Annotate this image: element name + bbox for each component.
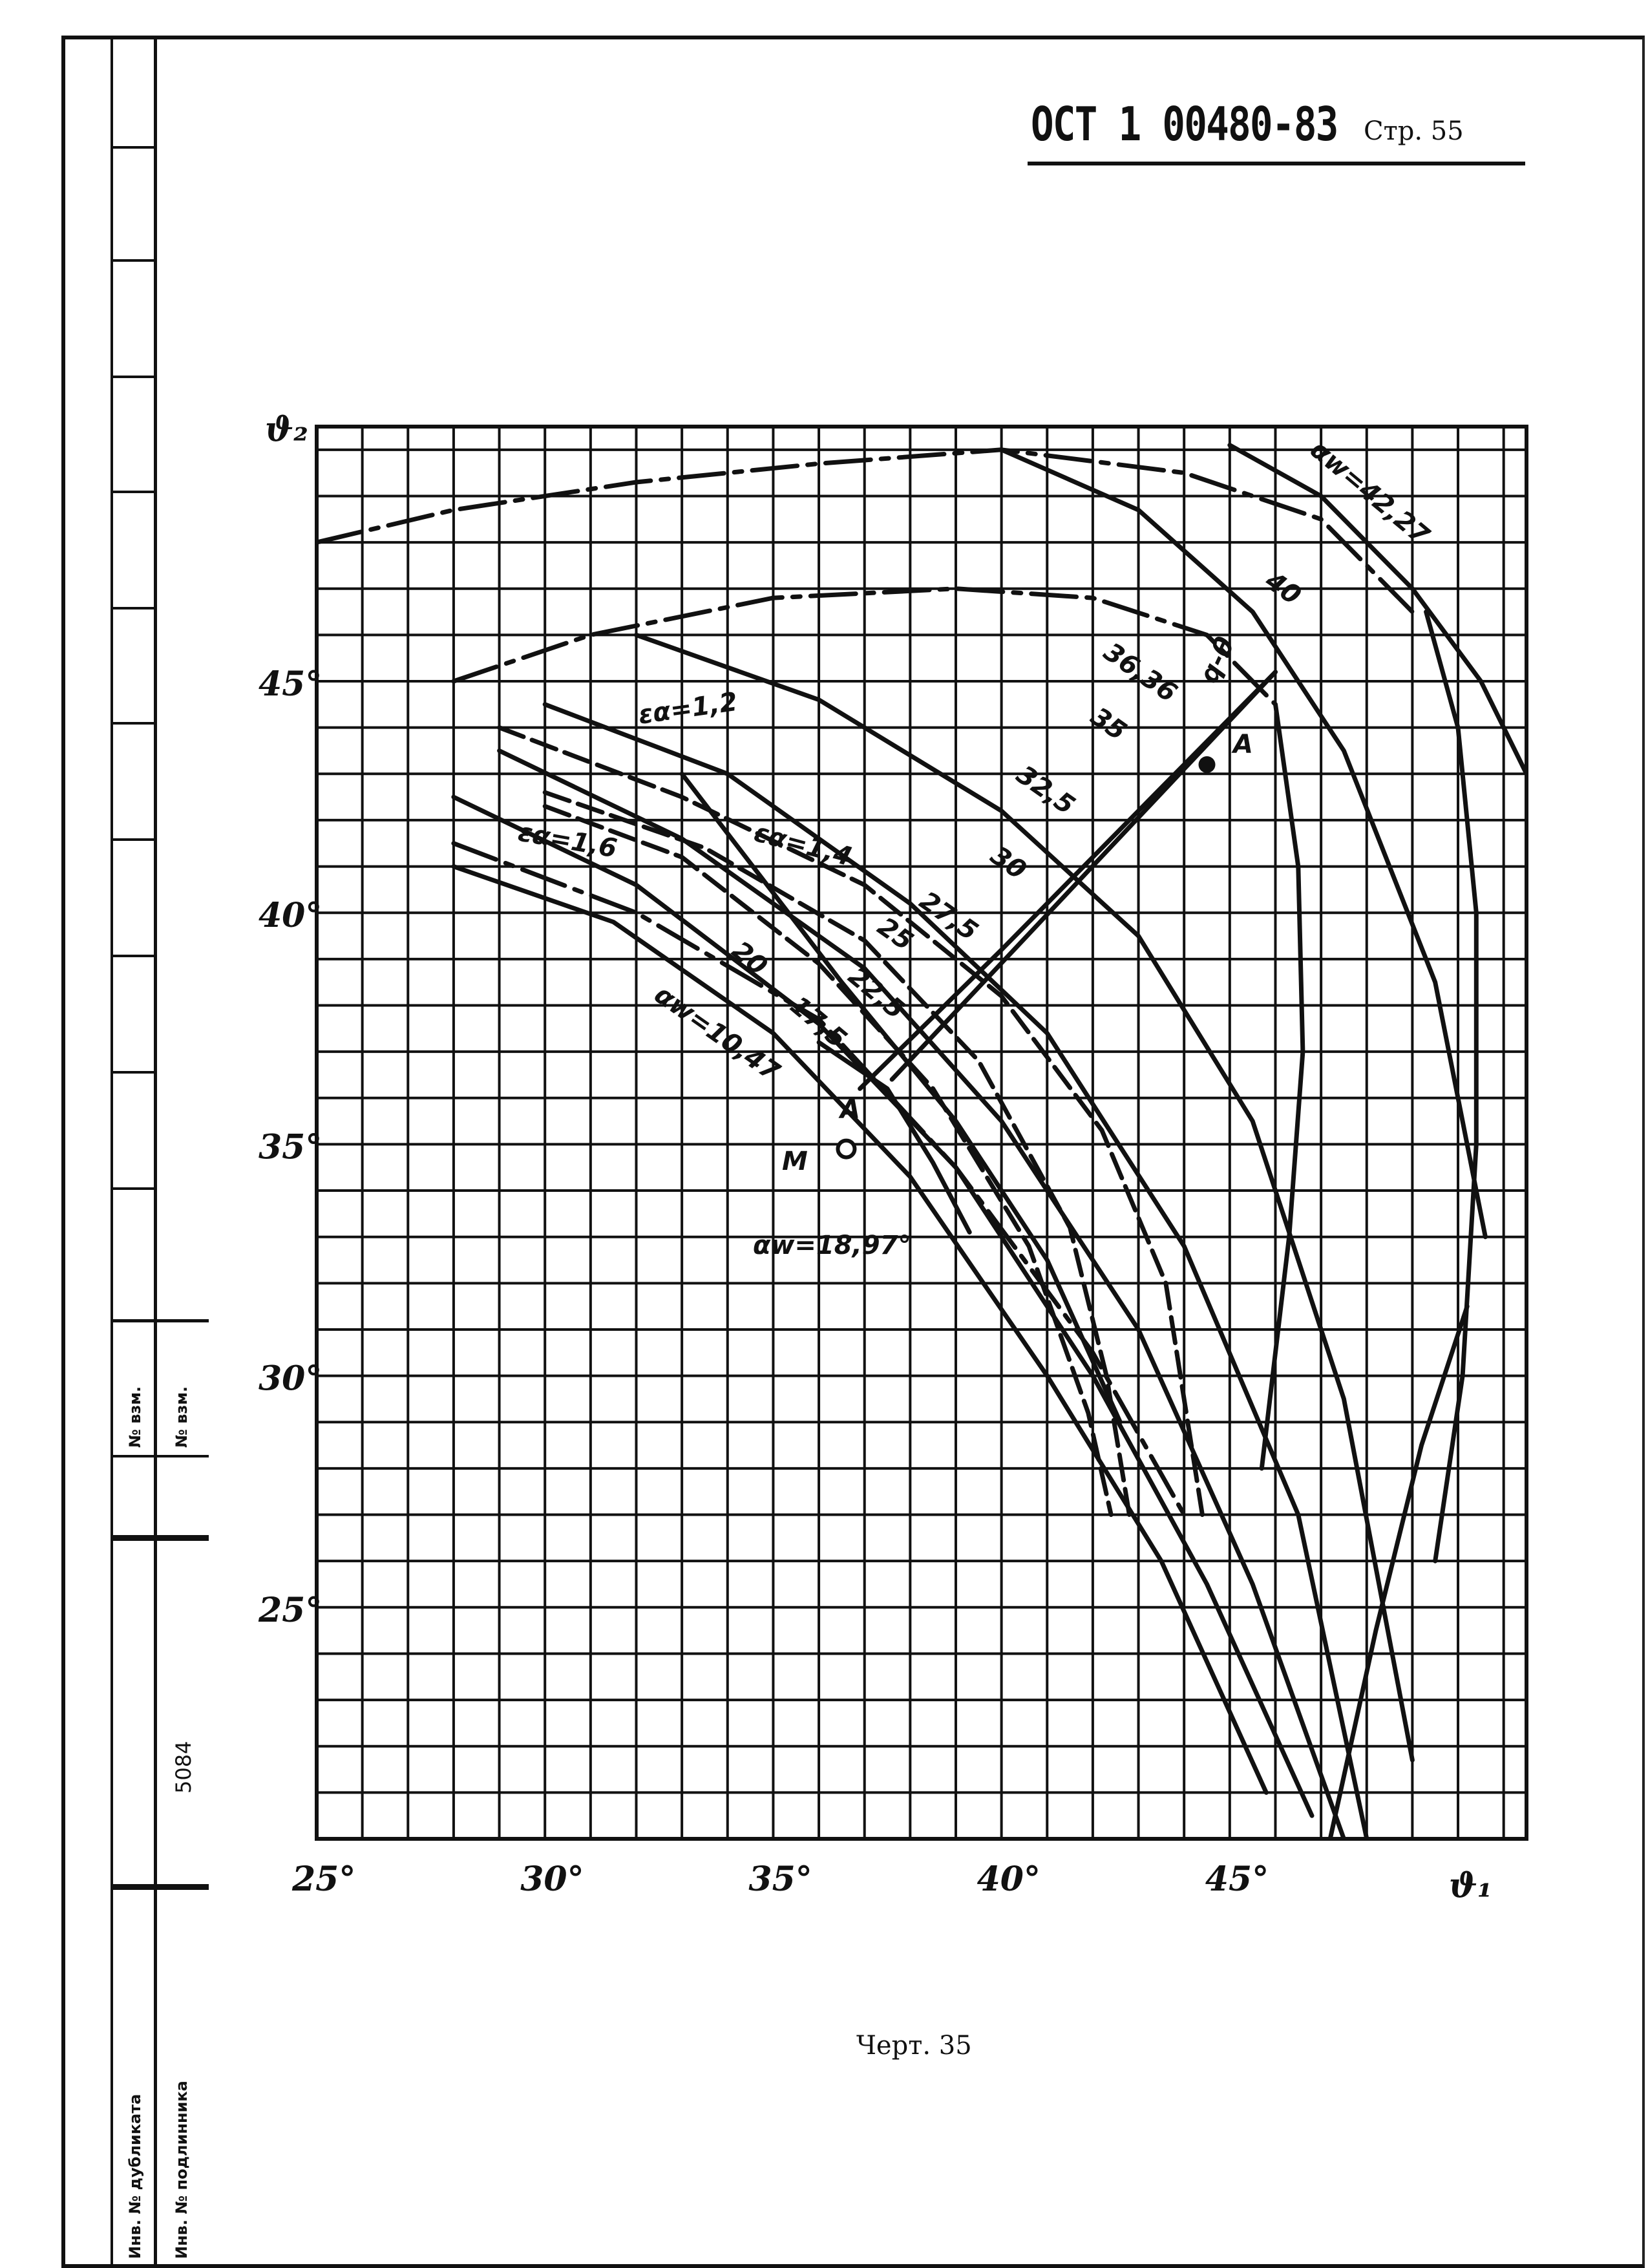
figure-caption: Черт. 35 [856,2031,972,2061]
x-tick-label: 40° [977,1860,1041,1899]
page-header: ОСТ 1 00480-83 Стр. 55 [1028,97,1525,165]
series-line [542,803,1114,1517]
document-code: ОСТ 1 00480-83 [1031,97,1338,151]
series-line [1424,609,1479,1563]
curve-annotation: 20 [726,935,773,981]
series-line [542,790,1132,1517]
page-frame [61,36,1645,2268]
side-stamp: № взм. № взм. 5084 Инв. № дубликата Инв.… [61,36,222,2268]
series-line [858,670,1278,1091]
curve-annotation: q-θ [1194,633,1240,688]
stamp-column-inner [113,36,157,2268]
x-tick-label: 45° [1205,1860,1269,1899]
series-line [542,702,1369,1839]
curve-annotation: 36,36 [1098,637,1182,708]
point-marker-open [836,1138,857,1160]
stamp-cell [113,36,154,149]
stamp-divider [113,1535,209,1541]
curve-annotation: 32,5 [1011,760,1080,821]
curve-annotation: εα=1,6 [516,818,619,864]
series-line [451,586,1278,707]
curve-annotation: 25 [872,912,918,957]
stamp-cell [113,149,154,262]
series-line [451,864,1269,1795]
series-line [317,447,1415,615]
curve-annotation: αw=18,97° [753,1231,911,1260]
stamp-cell [113,841,154,957]
curve-annotation: M [782,1147,808,1176]
curve-annotation: 40 [1259,566,1306,611]
y-axis-label: ϑ₂ [265,410,308,449]
y-tick-label: 35° [259,1127,322,1167]
series-line [816,1040,972,1235]
stamp-cell [113,725,154,841]
stamp-cell [113,957,154,1074]
plot-border [315,425,1528,1841]
curve-annotation: A [838,1095,860,1125]
series-line [1259,702,1305,1471]
series-line [1327,1304,1470,1839]
y-tick-label: 40° [259,896,322,935]
curve-annotation: A [1231,730,1253,759]
curve-annotation: εα=1,2 [637,687,739,730]
series-line [1227,443,1527,776]
point-marker-filled [1198,756,1216,773]
x-tick-label: 30° [520,1860,584,1899]
series-line [889,670,1278,1082]
y-tick-label: 30° [259,1359,322,1399]
stamp-cell-vzam [113,1319,209,1457]
stamp-cell [113,378,154,493]
stamp-column-outer [61,36,113,2268]
curve-annotation: αw=42,27 [1305,434,1435,551]
y-tick-label: 45° [259,664,322,704]
page-number: Стр. 55 [1364,116,1464,146]
series-line [999,447,1488,1240]
x-tick-label: 35° [748,1860,812,1899]
stamp-divider [113,1884,209,1890]
x-tick-label: 25° [291,1860,355,1899]
series-line [497,725,1205,1517]
stamp-cell [113,609,154,725]
series-line [679,771,1123,1425]
stamp-cell [113,1074,154,1190]
series-line [634,632,1415,1763]
stamp-cell [113,262,154,378]
y-tick-label: 25° [258,1591,322,1630]
stamp-cell [113,493,154,609]
curve-annotation: 30 [985,841,1031,886]
x-axis-label: ϑ₁ [1449,1866,1492,1905]
series-line [451,841,1187,1517]
